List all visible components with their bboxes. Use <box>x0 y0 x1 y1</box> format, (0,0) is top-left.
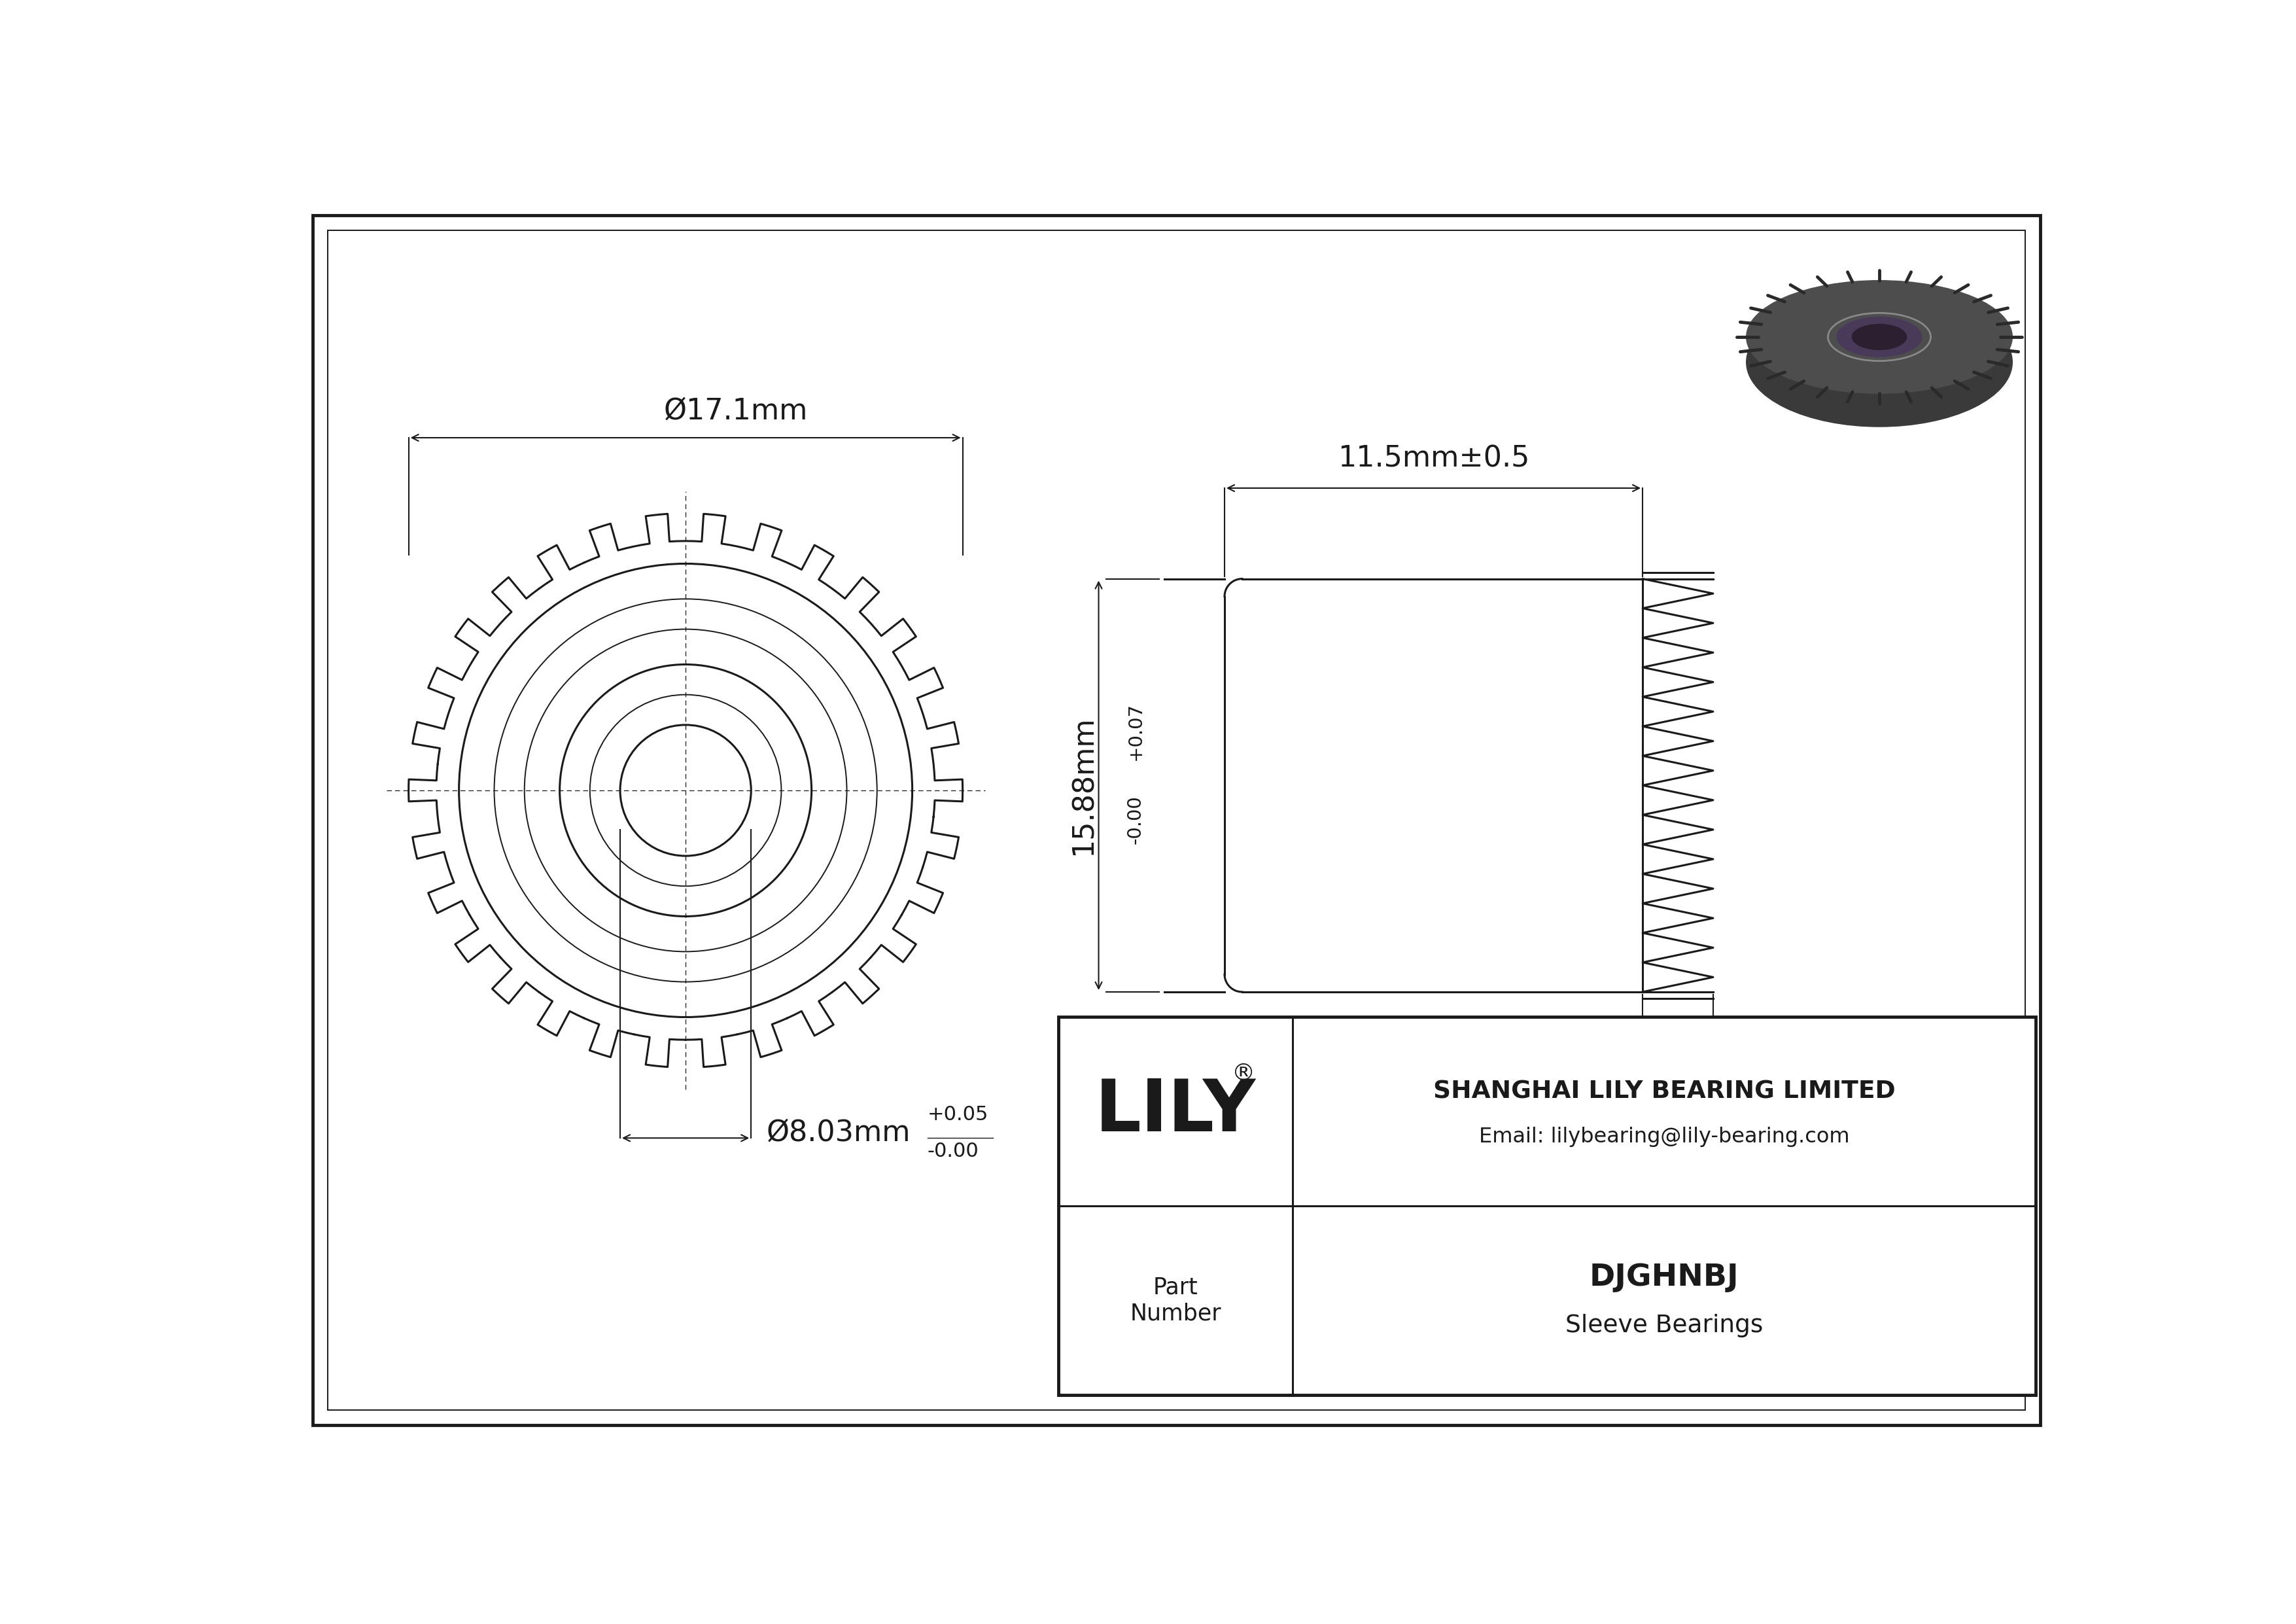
Ellipse shape <box>1747 281 2011 393</box>
Text: For 1.3mm: For 1.3mm <box>1733 1031 1853 1052</box>
Text: Sleeve Bearings: Sleeve Bearings <box>1566 1314 1763 1338</box>
Text: Part
Number: Part Number <box>1130 1276 1221 1325</box>
Text: sheet metal thickness: sheet metal thickness <box>1733 1072 1972 1095</box>
Text: SHANGHAI LILY BEARING LIMITED: SHANGHAI LILY BEARING LIMITED <box>1433 1080 1894 1103</box>
Bar <box>1058 1017 2037 1395</box>
Text: ®: ® <box>1231 1062 1256 1085</box>
Text: 11.5mm±0.5: 11.5mm±0.5 <box>1339 445 1529 473</box>
Text: DJGHNBJ: DJGHNBJ <box>1589 1263 1738 1293</box>
Text: Ø8.03mm: Ø8.03mm <box>767 1119 912 1147</box>
Text: -0.00: -0.00 <box>1127 796 1146 844</box>
Text: 15.88mm: 15.88mm <box>1070 716 1097 856</box>
Text: Email: lilybearing@lily-bearing.com: Email: lilybearing@lily-bearing.com <box>1479 1127 1851 1147</box>
Ellipse shape <box>1747 297 2011 427</box>
Text: +0.05: +0.05 <box>928 1104 990 1124</box>
Ellipse shape <box>1837 317 1922 357</box>
Text: +0.07: +0.07 <box>1127 702 1146 760</box>
Text: LILY: LILY <box>1095 1077 1256 1147</box>
Text: -0.00: -0.00 <box>928 1142 978 1161</box>
Ellipse shape <box>1853 325 1906 349</box>
Text: Ø17.1mm: Ø17.1mm <box>664 396 808 425</box>
